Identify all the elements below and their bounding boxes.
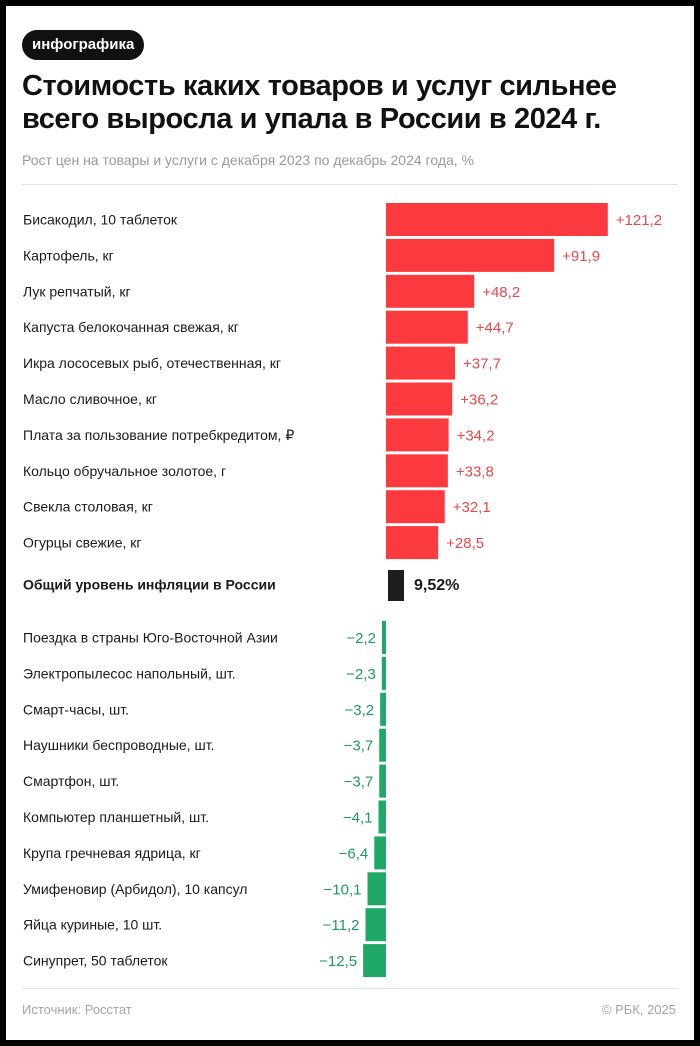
category-label: Икра лососевых рыб, отечественная, кг [23,355,281,371]
value-label: −2,3 [346,666,376,683]
decrease-bar [381,621,386,654]
category-label: Смарт-часы, шт. [23,701,129,717]
value-label: +36,2 [460,392,498,409]
value-label: −3,7 [344,774,374,791]
increase-bar [386,203,608,236]
decrease-bar [374,836,386,870]
decrease-bar [379,728,386,762]
chart-subtitle: Рост цен на товары и услуги с декабря 20… [22,152,474,168]
value-label: +37,7 [463,356,501,373]
inflation-bar [388,570,404,601]
infographic-card: инфографика Стоимость каких товаров и ус… [6,6,694,1040]
decrease-bar [378,800,386,834]
increase-bar [386,310,468,344]
decrease-bar [380,692,386,726]
value-label: −12,5 [319,953,357,970]
value-label: −4,1 [343,810,373,827]
chart-title: Стоимость каких товаров и услуг сильнее … [22,70,617,135]
value-label: +34,2 [457,427,495,444]
category-label: Компьютер планшетный, шт. [23,809,209,825]
decrease-bar [367,872,386,906]
copyright-note: © РБК, 2025 [601,1002,676,1017]
value-label: +28,5 [446,535,484,552]
increase-bar [386,454,448,488]
category-label: Масло сливочное, кг [23,391,157,407]
increase-bar [386,274,475,308]
decrease-bar [365,908,386,942]
increase-bar [386,418,449,452]
category-label: Умифеновир (Арбидол), 10 капсул [23,881,247,897]
category-label: Яйца куриные, 10 шт. [23,917,162,933]
category-label: Капуста белокочанная свежая, кг [23,319,239,335]
value-label: +44,7 [476,320,514,337]
category-label: Синупрет, 50 таблеток [23,953,168,969]
category-badge: инфографика [22,30,145,60]
decrease-bar [381,656,386,690]
increase-bar [386,382,453,416]
value-label: −10,1 [324,881,362,898]
value-label: +121,2 [616,212,662,229]
value-label: +91,9 [562,248,600,265]
value-label: −3,2 [345,702,375,719]
category-label: Огурцы свежие, кг [23,535,142,551]
increase-bar [386,346,455,380]
value-label: +33,8 [456,463,494,480]
category-label: Электропылесос напольный, шт. [23,665,236,681]
category-label: Смартфон, шт. [23,773,119,789]
decrease-bar [363,944,386,978]
value-label: −2,2 [346,630,376,647]
category-label: Кольцо обручальное золотое, г [23,463,226,479]
category-label: Свекла столовая, кг [23,499,153,515]
decrease-bar [379,764,386,798]
value-label: −11,2 [323,917,360,934]
increase-bar [386,526,439,560]
value-label: −3,7 [344,738,374,755]
increase-bar [386,490,445,524]
source-note: Источник: Росстат [22,1002,132,1017]
category-label: Картофель, кг [23,247,114,263]
increase-bar [386,238,555,272]
category-label: Поездка в страны Юго-Восточной Азии [23,630,278,646]
value-label: +48,2 [482,284,520,301]
bottom-divider [22,988,678,989]
bar-chart: Бисакодил, 10 таблеток +121,2 Картофель, к… [23,203,662,978]
value-label: −6,4 [339,845,369,862]
category-label: Плата за пользование потребкредитом, ₽ [23,427,294,443]
value-label: 9,52% [414,577,459,594]
category-label: Крупа гречневая ядрица, кг [23,845,201,861]
total-inflation-label: Общий уровень инфляции в России [23,577,276,593]
top-divider [22,184,678,185]
category-label: Бисакодил, 10 таблеток [23,212,178,228]
value-label: +32,1 [453,499,491,516]
category-label: Наушники беспроводные, шт. [23,737,214,753]
category-label: Лук репчатый, кг [23,283,131,299]
